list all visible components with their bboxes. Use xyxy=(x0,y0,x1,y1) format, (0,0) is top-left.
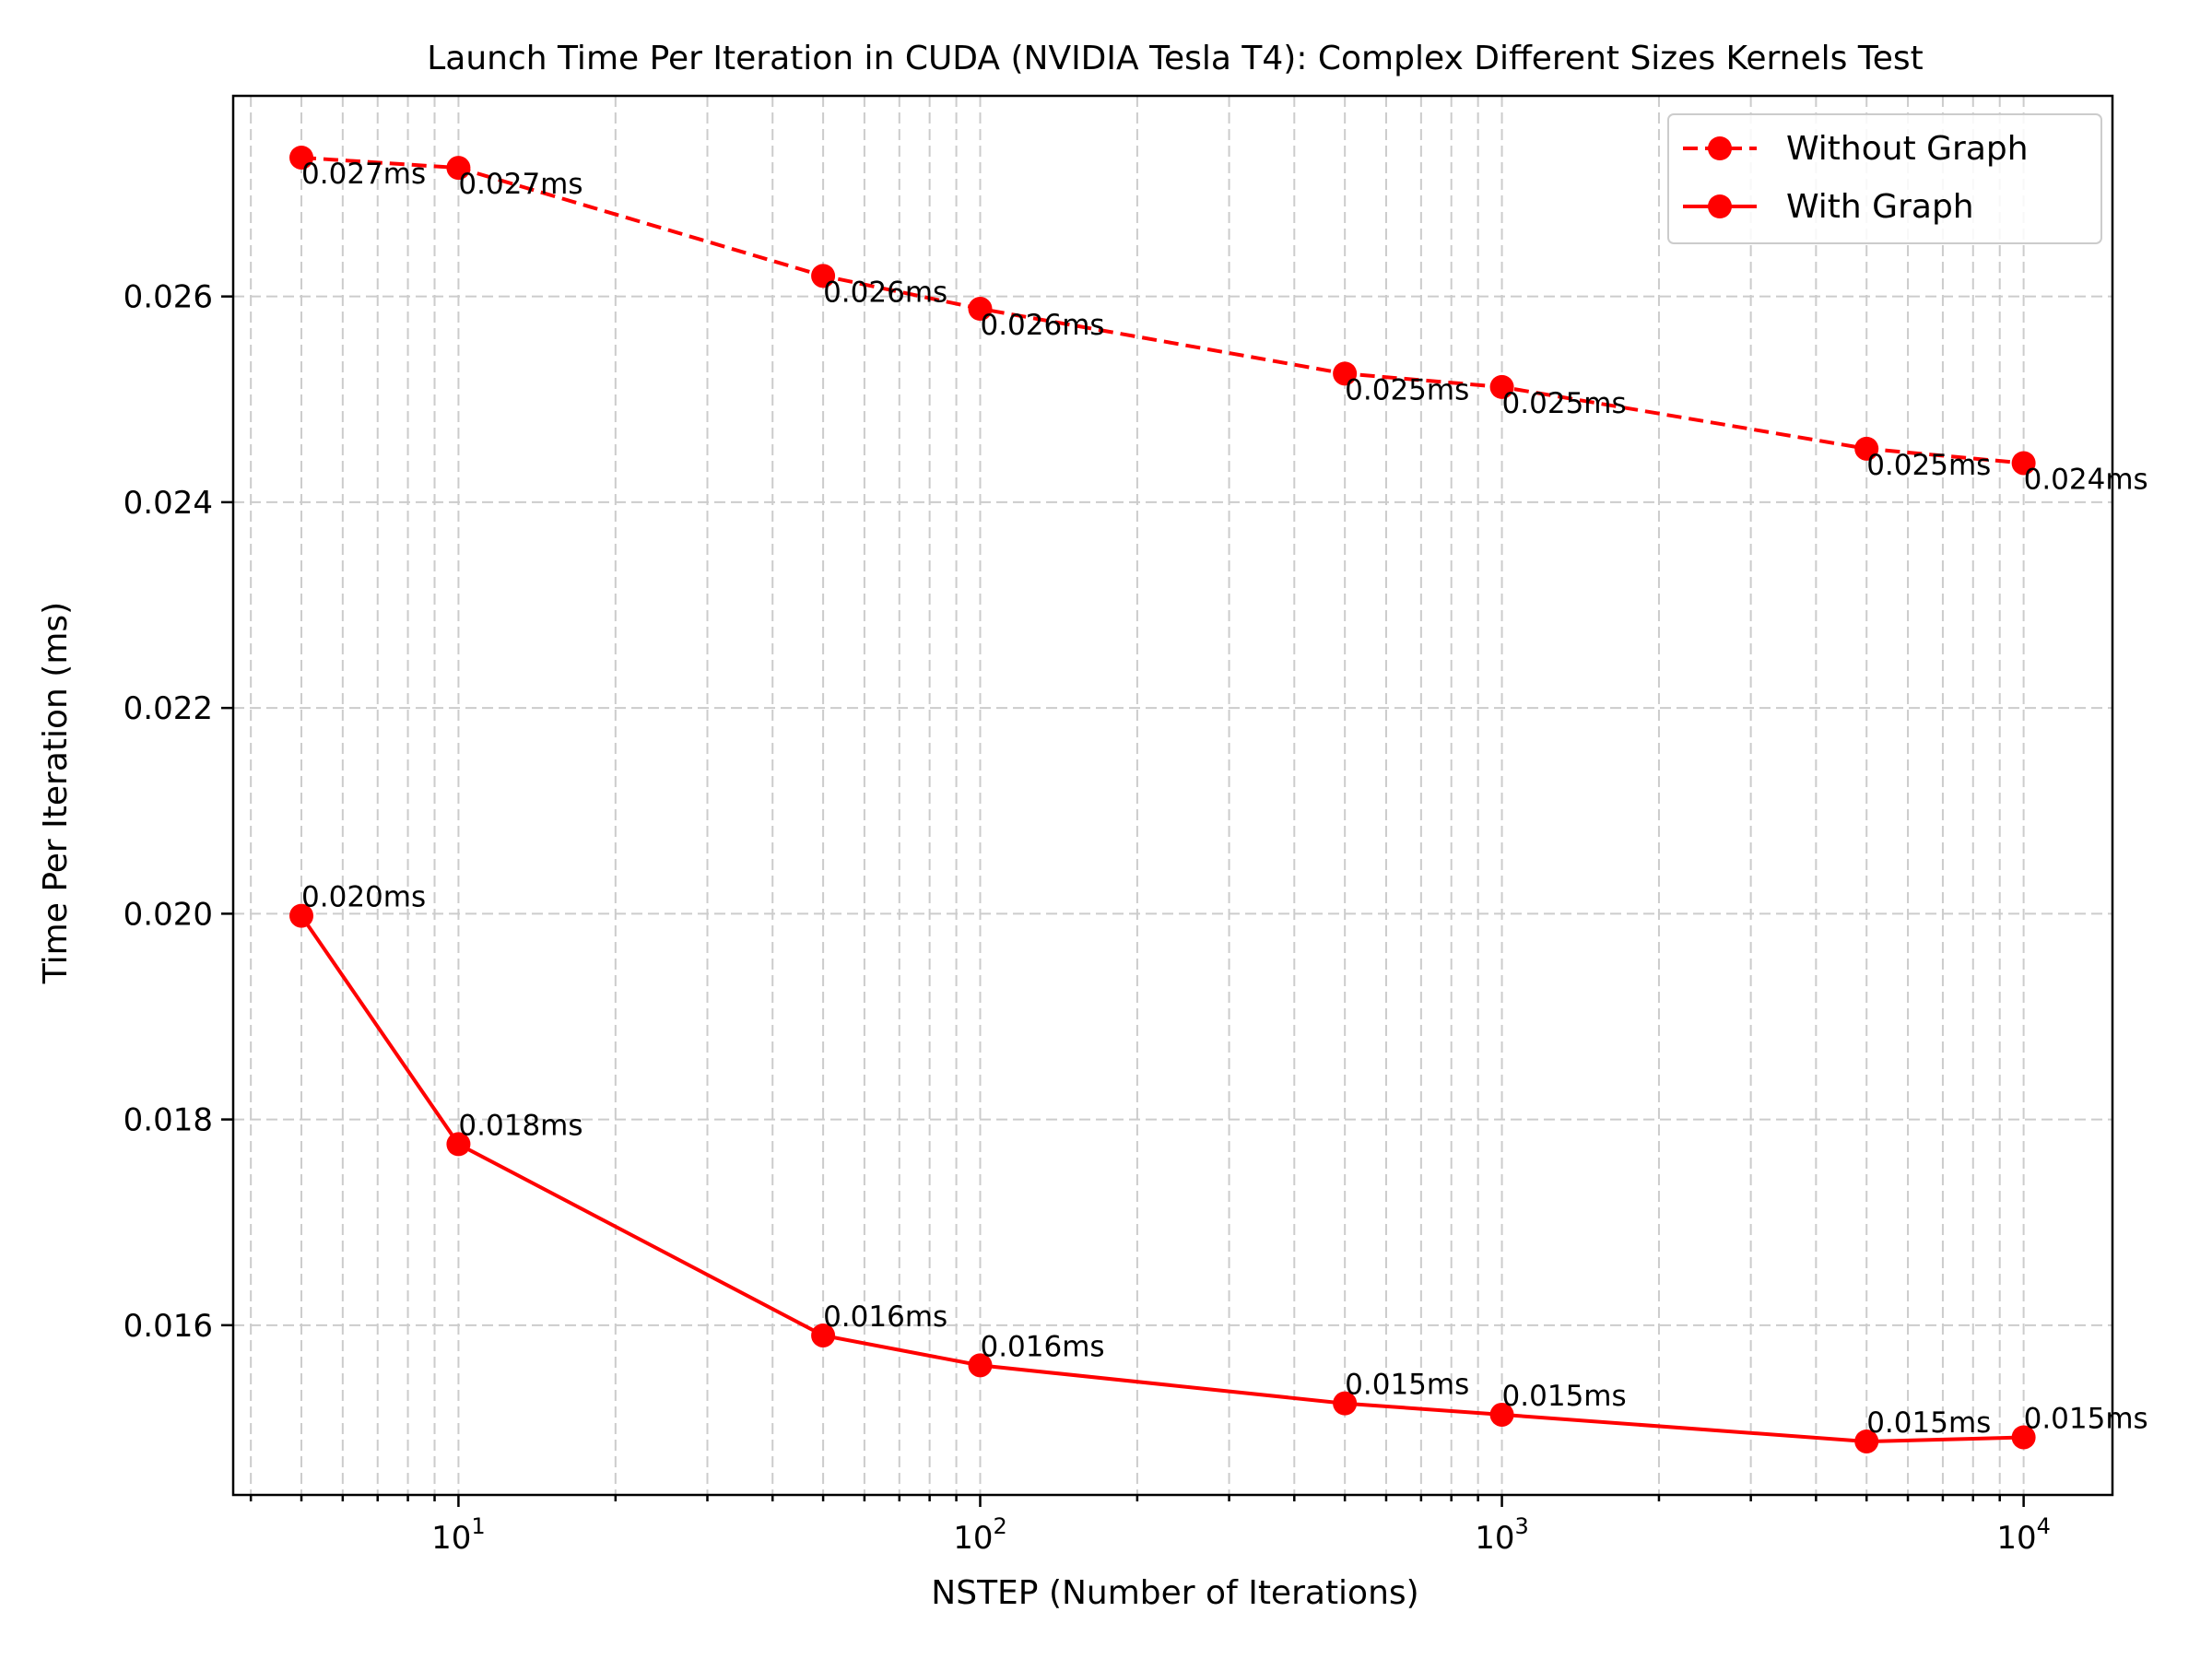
data-point-with-graph xyxy=(289,903,314,928)
data-point-without-graph xyxy=(811,264,836,288)
y-tick-label: 0.020 xyxy=(124,896,213,933)
y-tick-label: 0.022 xyxy=(124,690,213,727)
x-tick-label: 102 xyxy=(953,1513,1007,1557)
data-label-with-graph: 0.016ms xyxy=(980,1330,1104,1363)
y-tick-label: 0.026 xyxy=(124,279,213,316)
grid xyxy=(233,96,2112,1495)
y-tick-label: 0.024 xyxy=(124,485,213,522)
data-labels: 0.027ms 0.027ms 0.026ms 0.026ms 0.025ms 0.025… xyxy=(301,158,2148,1440)
data-label-with-graph: 0.015ms xyxy=(2024,1402,2148,1435)
y-axis-label: Time Per Iteration (ms) xyxy=(37,602,75,984)
series-layer xyxy=(289,145,2036,1453)
x-axis-label: NSTEP (Number of Iterations) xyxy=(931,1574,1418,1612)
legend-label-without-graph: Without Graph xyxy=(1786,130,2029,168)
data-label-with-graph: 0.020ms xyxy=(301,881,426,914)
data-label-with-graph: 0.015ms xyxy=(1345,1369,1469,1402)
data-label-without-graph: 0.027ms xyxy=(458,168,582,201)
data-label-without-graph: 0.025ms xyxy=(1345,373,1469,406)
plot-frame xyxy=(231,94,2114,1497)
data-label-without-graph: 0.026ms xyxy=(980,309,1104,342)
data-point-with-graph xyxy=(968,1353,993,1378)
x-tick-label: 103 xyxy=(1475,1513,1529,1557)
data-point-without-graph xyxy=(2011,451,2036,476)
data-label-without-graph: 0.025ms xyxy=(1866,449,1991,482)
data-point-without-graph xyxy=(968,297,993,322)
legend-marker-without-graph xyxy=(1708,136,1732,160)
data-label-with-graph: 0.018ms xyxy=(458,1109,582,1142)
series-line-with-graph xyxy=(300,914,2024,1444)
data-point-with-graph xyxy=(446,1132,471,1157)
data-point-with-graph xyxy=(2011,1425,2036,1450)
y-tick-label: 0.016 xyxy=(124,1308,213,1345)
chart-title: Launch Time Per Iteration in CUDA (NVIDI… xyxy=(427,40,1923,77)
y-tick-label: 0.018 xyxy=(124,1102,213,1139)
data-point-without-graph xyxy=(1489,374,1514,399)
data-point-without-graph xyxy=(1333,361,1358,386)
data-label-without-graph: 0.027ms xyxy=(301,158,426,191)
legend: Without Graph With Graph xyxy=(1667,113,2102,244)
data-point-with-graph xyxy=(1854,1429,1879,1453)
data-label-with-graph: 0.016ms xyxy=(823,1300,947,1334)
data-point-without-graph xyxy=(446,156,471,181)
data-label-without-graph: 0.024ms xyxy=(2024,463,2148,496)
data-point-without-graph xyxy=(1854,436,1879,461)
legend-label-with-graph: With Graph xyxy=(1786,188,1974,226)
data-point-with-graph xyxy=(811,1323,836,1347)
data-point-with-graph xyxy=(1489,1402,1514,1427)
data-point-with-graph xyxy=(1333,1391,1358,1416)
x-tick-label: 104 xyxy=(1996,1513,2051,1557)
x-tick-label: 101 xyxy=(431,1513,486,1557)
x-axis: 101 102 103 104 xyxy=(249,1495,2051,1557)
data-label-without-graph: 0.026ms xyxy=(823,276,947,309)
data-label-without-graph: 0.025ms xyxy=(1502,387,1627,420)
data-label-with-graph: 0.015ms xyxy=(1502,1380,1627,1413)
data-label-with-graph: 0.015ms xyxy=(1866,1406,1991,1440)
data-point-without-graph xyxy=(289,145,314,170)
series-line-without-graph xyxy=(300,156,2024,465)
y-axis: 0.016 0.018 0.020 0.022 0.024 0.026 xyxy=(124,279,233,1345)
legend-box xyxy=(1667,113,2102,244)
legend-marker-with-graph xyxy=(1708,194,1732,218)
